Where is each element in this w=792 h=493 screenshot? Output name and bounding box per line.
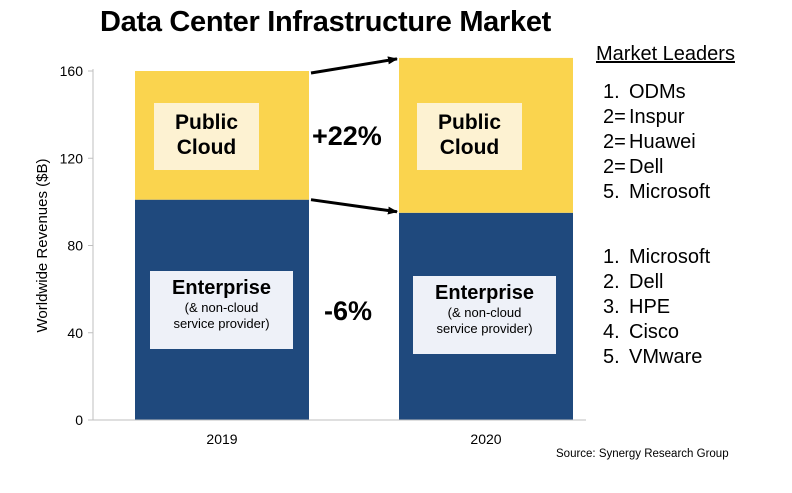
- leader-rank: 2.: [603, 271, 620, 293]
- leader-rank: 1.: [603, 246, 620, 268]
- public-cloud-change: +22%: [312, 121, 382, 151]
- enterprise-label-sub2: service provider): [173, 316, 270, 331]
- leader-item: 2. Dell: [603, 270, 710, 295]
- source-note: Source: Synergy Research Group: [556, 448, 729, 460]
- leader-item: 5. Microsoft: [603, 180, 710, 205]
- leader-rank: 2=: [603, 131, 626, 153]
- enterprise-label-main: Enterprise: [435, 282, 534, 304]
- enterprise-label-sub2: service provider): [436, 321, 533, 336]
- leader-item: 5. VMware: [603, 345, 710, 370]
- enterprise-label-main: Enterprise: [172, 277, 271, 299]
- leader-name: ODMs: [629, 81, 686, 103]
- leader-rank: 5.: [603, 181, 620, 203]
- leader-rank: 1.: [603, 81, 620, 103]
- enterprise-label-2019: Enterprise (& non-cloud service provider…: [150, 271, 293, 349]
- public-cloud-label-2019: Public Cloud: [154, 103, 259, 170]
- leader-name: Microsoft: [629, 181, 711, 203]
- public-cloud-change-arrow: [310, 56, 398, 75]
- leader-name: HPE: [629, 296, 671, 318]
- public-cloud-label-line1: Public: [174, 111, 238, 134]
- leader-name: Huawei: [629, 131, 696, 153]
- leader-name: Microsoft: [629, 246, 711, 268]
- public-cloud-label-line1: Public: [437, 111, 501, 134]
- leader-rank: 5.: [603, 346, 620, 368]
- leader-item: 2= Inspur: [603, 105, 710, 130]
- x-tick-label: 2019: [206, 431, 237, 447]
- enterprise-label-2020: Enterprise (& non-cloud service provider…: [413, 276, 556, 354]
- leader-item: 1. Microsoft: [603, 245, 710, 270]
- leader-name: Inspur: [629, 106, 685, 128]
- y-tick-label: 80: [67, 238, 83, 254]
- leader-item: 2= Huawei: [603, 130, 710, 155]
- leader-rank: 2=: [603, 106, 626, 128]
- leader-name: Cisco: [629, 321, 680, 343]
- enterprise-change-arrow: [310, 198, 398, 215]
- y-tick-label: 120: [60, 150, 84, 166]
- enterprise-leaders-list: 1. Microsoft 2. Dell 3. HPE 4. Cisco 5. VMware: [603, 245, 710, 370]
- public-cloud-leaders-list: 1. ODMs 2= Inspur 2= Huawei 2= Dell 5. Microsoft: [603, 80, 710, 205]
- leader-rank: 3.: [603, 296, 620, 318]
- enterprise-label-sub1: (& non-cloud: [447, 305, 522, 320]
- leader-rank: 2=: [603, 156, 626, 178]
- leader-rank: 4.: [603, 321, 620, 343]
- public-cloud-label-line2: Cloud: [176, 136, 237, 159]
- y-tick-label: 160: [60, 63, 84, 79]
- public-cloud-label-line2: Cloud: [439, 136, 500, 159]
- leader-name: VMware: [629, 346, 703, 368]
- enterprise-label-sub1: (& non-cloud: [184, 300, 259, 315]
- market-leaders-heading: Market Leaders: [596, 43, 735, 65]
- y-tick-label: 0: [75, 412, 83, 428]
- chart-title: Data Center Infrastructure Market: [100, 6, 552, 38]
- x-tick-label: 2020: [470, 431, 501, 447]
- leader-item: 2= Dell: [603, 155, 710, 180]
- enterprise-change: -6%: [324, 296, 373, 326]
- leader-name: Dell: [629, 271, 664, 293]
- y-axis-label: Worldwide Revenues ($B): [34, 159, 51, 333]
- public-cloud-label-2020: Public Cloud: [417, 103, 522, 170]
- leader-item: 3. HPE: [603, 295, 710, 320]
- leader-name: Dell: [629, 156, 664, 178]
- leader-item: 4. Cisco: [603, 320, 710, 345]
- y-tick-label: 40: [67, 325, 83, 341]
- leader-item: 1. ODMs: [603, 80, 710, 105]
